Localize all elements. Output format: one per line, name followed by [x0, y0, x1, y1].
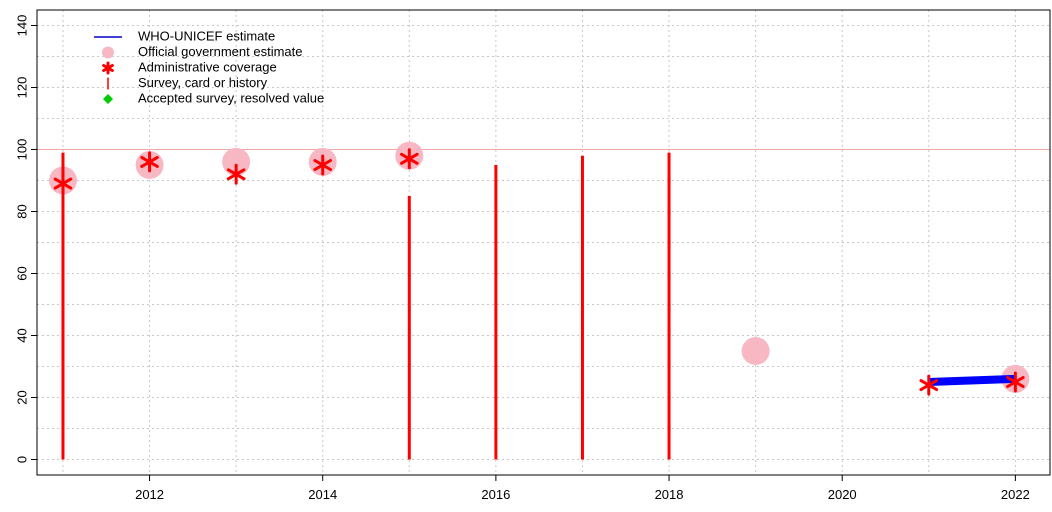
administrative-coverage-point	[53, 173, 73, 195]
y-tick-label: 80	[14, 204, 29, 218]
administrative-coverage-point	[226, 163, 246, 185]
y-tick-label: 40	[14, 328, 29, 342]
who-unicef-estimate-line	[928, 374, 1016, 386]
y-tick-label: 0	[14, 456, 29, 463]
asterisk-stroke	[400, 152, 419, 165]
administrative-coverage-point	[1006, 371, 1025, 393]
y-tick-label: 120	[14, 77, 29, 99]
asterisk-stroke	[226, 168, 246, 181]
administrative-coverage-point	[400, 148, 419, 170]
x-tick-label: 2018	[655, 487, 684, 502]
legend-circle-icon	[102, 46, 114, 59]
x-tick-label: 2022	[1001, 487, 1030, 502]
administrative-coverage-point	[313, 154, 333, 176]
asterisk-stroke	[313, 159, 333, 171]
legend-label: WHO-UNICEF estimate	[138, 28, 275, 43]
administrative-coverage-point	[919, 374, 939, 396]
legend-label: Administrative coverage	[138, 59, 277, 74]
plot-frame	[36, 9, 1051, 476]
y-tick-label: 60	[14, 266, 29, 280]
axes: 2012 2014 2016 2018 2020 2022 0 20 40 60 80 100 120 1…	[14, 15, 1029, 502]
official-estimate-point	[741, 337, 770, 365]
x-tick-label: 2016	[481, 487, 510, 502]
data-marks	[48, 141, 1030, 460]
legend-asterisk-icon	[102, 61, 114, 75]
asterisk-stroke	[140, 155, 159, 168]
x-tick-label: 2012	[135, 487, 164, 502]
asterisk-stroke	[102, 64, 114, 72]
x-tick-label: 2014	[308, 487, 337, 502]
legend-diamond-icon	[103, 94, 113, 104]
asterisk-stroke	[53, 177, 73, 190]
y-tick-label: 140	[14, 15, 29, 37]
asterisk-stroke	[919, 379, 939, 392]
y-tick-label: 100	[14, 139, 29, 161]
legend-label: Survey, card or history	[138, 75, 268, 90]
asterisk-stroke	[1006, 376, 1025, 388]
administrative-coverage-point	[140, 151, 159, 173]
legend-label: Official government estimate	[138, 44, 303, 59]
x-tick-label: 2020	[828, 487, 857, 502]
y-tick-label: 20	[14, 390, 29, 404]
legend-label: Accepted survey, resolved value	[138, 90, 324, 105]
